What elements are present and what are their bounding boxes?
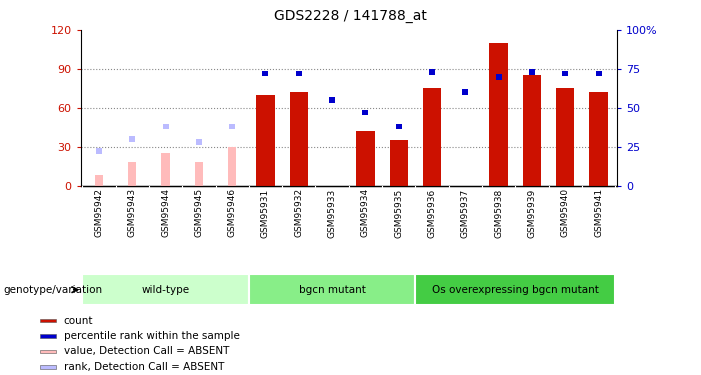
Bar [395, 124, 402, 129]
Bar [196, 139, 202, 145]
Text: GSM95932: GSM95932 [294, 188, 304, 237]
Bar [356, 131, 374, 186]
Bar [229, 124, 235, 129]
Bar [590, 92, 608, 186]
Bar [249, 274, 416, 305]
Bar [296, 70, 302, 76]
Bar [523, 75, 541, 186]
Text: wild-type: wild-type [142, 285, 189, 295]
Text: Os overexpressing bgcn mutant: Os overexpressing bgcn mutant [432, 285, 599, 295]
Text: count: count [64, 315, 93, 326]
Bar [416, 274, 615, 305]
Bar [40, 365, 56, 369]
Bar [423, 88, 441, 186]
Text: GSM95944: GSM95944 [161, 188, 170, 237]
Bar [596, 70, 601, 76]
Bar [556, 88, 574, 186]
Text: GSM95938: GSM95938 [494, 188, 503, 237]
Text: GSM95939: GSM95939 [527, 188, 536, 237]
Bar [129, 136, 135, 142]
Bar [390, 140, 408, 186]
Bar [489, 43, 508, 186]
Bar [529, 69, 535, 75]
Bar [95, 175, 103, 186]
Bar [128, 162, 137, 186]
Bar [329, 97, 335, 103]
Bar [195, 162, 203, 186]
Bar [228, 147, 236, 186]
Bar [82, 274, 249, 305]
Text: GSM95946: GSM95946 [228, 188, 237, 237]
Text: GSM95940: GSM95940 [561, 188, 570, 237]
Text: GSM95936: GSM95936 [428, 188, 437, 237]
Text: bgcn mutant: bgcn mutant [299, 285, 365, 295]
Bar [362, 110, 369, 116]
Bar [262, 70, 268, 76]
Text: GSM95942: GSM95942 [95, 188, 104, 237]
Bar [40, 350, 56, 353]
Text: GSM95931: GSM95931 [261, 188, 270, 237]
Bar [496, 74, 502, 80]
Text: GSM95941: GSM95941 [594, 188, 603, 237]
Text: percentile rank within the sample: percentile rank within the sample [64, 331, 239, 341]
Text: GSM95933: GSM95933 [327, 188, 336, 237]
Text: GSM95945: GSM95945 [194, 188, 203, 237]
Bar [257, 95, 275, 186]
Bar [429, 69, 435, 75]
Text: value, Detection Call = ABSENT: value, Detection Call = ABSENT [64, 346, 229, 357]
Text: GSM95934: GSM95934 [361, 188, 370, 237]
Text: GSM95943: GSM95943 [128, 188, 137, 237]
Bar [463, 89, 468, 95]
Text: GDS2228 / 141788_at: GDS2228 / 141788_at [274, 9, 427, 23]
Bar [562, 70, 569, 76]
Text: genotype/variation: genotype/variation [4, 285, 102, 295]
Bar [40, 334, 56, 338]
Bar [161, 153, 170, 186]
Bar [163, 124, 168, 129]
Text: rank, Detection Call = ABSENT: rank, Detection Call = ABSENT [64, 362, 224, 372]
Bar [290, 92, 308, 186]
Bar [40, 319, 56, 322]
Text: GSM95937: GSM95937 [461, 188, 470, 237]
Bar [96, 148, 102, 154]
Text: GSM95935: GSM95935 [394, 188, 403, 237]
